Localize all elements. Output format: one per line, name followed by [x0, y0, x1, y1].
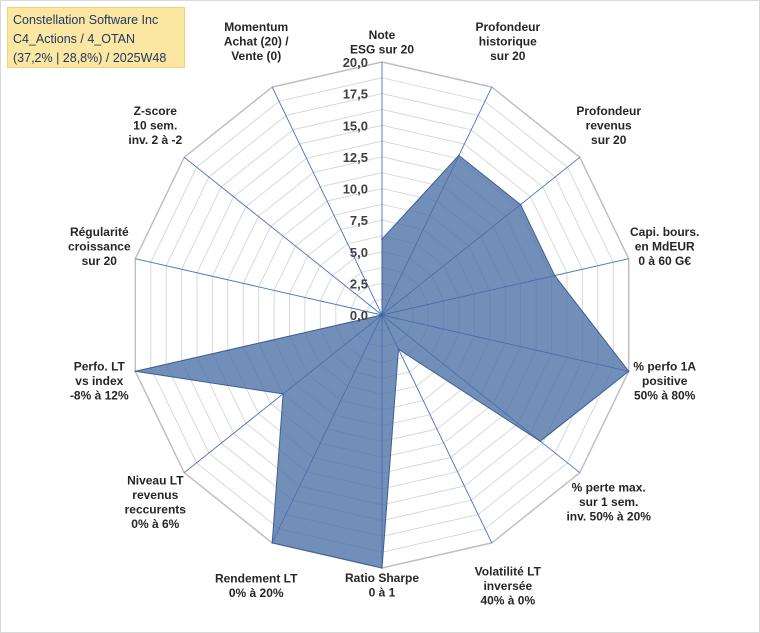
portfolio-label: C4_Actions / 4_OTAN [13, 32, 136, 46]
axis-spoke [183, 156, 383, 316]
data-point [627, 370, 630, 373]
axis-label: Volatilité LT inversée 40% à 0% [475, 564, 542, 607]
axis-label-line: en MdEUR [635, 240, 695, 254]
axis-label-line: -8% à 12% [70, 389, 129, 403]
info-box: Constellation Software Inc C4_Actions / … [7, 7, 185, 68]
axis-label-line: Note [369, 28, 396, 42]
data-point [381, 314, 383, 316]
axis-label-line: Ratio Sharpe [345, 571, 419, 585]
axis-label-line: 50% à 80% [634, 389, 696, 403]
axis-label-line: historique [479, 35, 537, 49]
axis-label-line: Régularité [70, 225, 129, 239]
tick-label: 0,0 [350, 308, 368, 323]
tick-label: 12,5 [343, 150, 368, 165]
axis-label: Rendement LT 0% à 20% [215, 572, 298, 601]
axis-label: Note ESG sur 20 [350, 28, 414, 57]
axis-label-line: inv. 50% à 20% [566, 510, 651, 524]
axis-label: Niveau LT revenus reccurents 0% à 6% [125, 473, 187, 531]
tick-label: 7,5 [350, 213, 368, 228]
axis-label-line: % perfo 1A [633, 360, 696, 374]
data-point [539, 440, 541, 443]
stats-label: (37,2% | 28,8%) / 2025W48 [13, 51, 167, 65]
axis-label-line: Rendement LT [215, 572, 298, 586]
axis-label-line: reccurents [125, 502, 187, 516]
data-point [519, 203, 522, 206]
axis-label: Momentum Achat (20) / Vente (0) [224, 20, 289, 63]
axis-label: % perfo 1A positive 50% à 80% [633, 360, 696, 403]
axis-label-line: vs index [75, 374, 123, 388]
axis-spoke [381, 314, 493, 544]
axis-label-line: Achat (20) / [224, 35, 289, 49]
axis-label-line: sur 20 [82, 254, 118, 268]
axis-label-line: revenus [586, 119, 632, 133]
axis-label-line: sur 20 [490, 49, 526, 63]
company-name: Constellation Software Inc [13, 13, 159, 27]
axis-label-line: Capi. bours. [630, 225, 699, 239]
axis-spoke [271, 86, 383, 316]
tick-label: 20,0 [343, 55, 368, 70]
axis-label-line: Momentum [224, 20, 288, 34]
tick-label: 2,5 [350, 276, 368, 291]
axis-label-line: 40% à 0% [480, 593, 535, 607]
axis-label: Z-score 10 sem. inv. 2 à -2 [128, 104, 182, 147]
axis-label: Régularité croissance sur 20 [68, 225, 131, 268]
axis-label-line: ESG sur 20 [350, 43, 414, 57]
axis-label-line: 0 à 60 G€ [638, 254, 691, 268]
data-point [271, 542, 274, 544]
tick-layer: 0,0 2,5 5,0 7,5 10,0 12,5 15,0 17,5 20,0 [343, 55, 368, 323]
axis-label: Capi. bours. en MdEUR 0 à 60 G€ [630, 225, 699, 268]
tick-label: 10,0 [343, 182, 368, 197]
axis-label-line: 10 sem. [133, 119, 177, 133]
axis-label: Perfo. LT vs index -8% à 12% [70, 360, 129, 403]
data-point [458, 154, 460, 157]
axis-label: Ratio Sharpe 0 à 1 [345, 571, 419, 600]
data-point [397, 348, 400, 351]
series-layer [134, 154, 630, 569]
axis-label-line: inversée [483, 579, 532, 593]
data-point [553, 274, 556, 277]
axis-label-line: sur 1 sem. [579, 495, 638, 509]
axis-label-line: Niveau LT [127, 473, 184, 487]
axis-label-line: Z-score [134, 104, 178, 118]
axis-label: % perte max. sur 1 sem. inv. 50% à 20% [566, 481, 651, 524]
axis-label-line: Profondeur [475, 20, 540, 34]
axis-label-line: sur 20 [591, 133, 627, 147]
tick-label: 5,0 [350, 245, 368, 260]
axis-label-line: 0 à 1 [369, 586, 396, 600]
axis-label-line: Perfo. LT [74, 360, 126, 374]
tick-label: 15,0 [343, 118, 368, 133]
axis-label-line: Profondeur [576, 104, 641, 118]
axis-label-line: positive [642, 374, 688, 388]
axis-label-line: revenus [132, 488, 178, 502]
tick-label: 17,5 [343, 87, 368, 102]
axis-label-line: 0% à 20% [229, 586, 284, 600]
data-point [381, 238, 383, 240]
data-point [282, 393, 284, 395]
axis-spoke [135, 258, 383, 316]
axis-label-line: croissance [68, 240, 131, 254]
axis-label: Profondeur revenus sur 20 [576, 104, 641, 147]
axis-label-line: Vente (0) [231, 49, 281, 63]
axis-label-line: % perte max. [572, 481, 646, 495]
axis-label-line: Volatilité LT [475, 564, 542, 578]
axis-label-line: inv. 2 à -2 [128, 133, 182, 147]
data-point [134, 370, 137, 373]
axis-label-line: 0% à 6% [131, 517, 179, 531]
axis-label: Profondeur historique sur 20 [475, 20, 540, 63]
data-point [381, 567, 383, 569]
